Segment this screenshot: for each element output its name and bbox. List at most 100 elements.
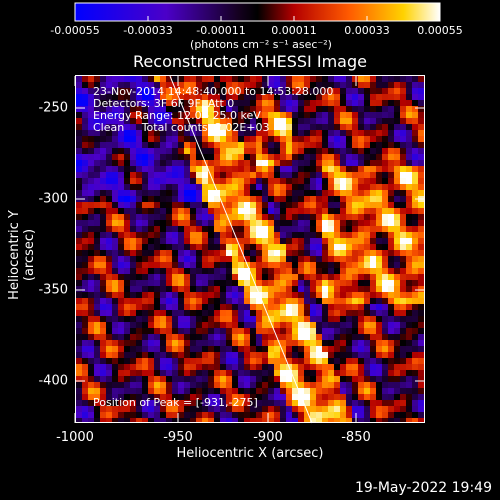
image-pixel [352, 226, 358, 232]
image-pixel [190, 274, 196, 280]
image-pixel [190, 340, 196, 346]
image-pixel [94, 94, 100, 100]
image-pixel [280, 334, 286, 340]
image-pixel [334, 274, 340, 280]
image-pixel [76, 406, 82, 412]
image-pixel [292, 250, 298, 256]
image-pixel [166, 274, 172, 280]
image-pixel [298, 328, 304, 334]
image-pixel [136, 388, 142, 394]
image-pixel [160, 280, 166, 286]
image-pixel [406, 124, 412, 130]
image-pixel [340, 292, 346, 298]
image-pixel [88, 280, 94, 286]
image-pixel [370, 334, 376, 340]
image-pixel [118, 166, 124, 172]
image-pixel [208, 220, 214, 226]
image-pixel [322, 340, 328, 346]
image-pixel [202, 346, 208, 352]
image-pixel [268, 148, 274, 154]
image-pixel [262, 220, 268, 226]
image-pixel [100, 184, 106, 190]
image-pixel [106, 292, 112, 298]
image-pixel [172, 172, 178, 178]
image-pixel [364, 106, 370, 112]
image-pixel [238, 412, 244, 418]
image-pixel [298, 172, 304, 178]
image-pixel [142, 376, 148, 382]
image-pixel [304, 280, 310, 286]
image-pixel [292, 340, 298, 346]
image-pixel [154, 148, 160, 154]
image-pixel [100, 370, 106, 376]
image-pixel [208, 406, 214, 412]
image-pixel [76, 190, 82, 196]
image-pixel [148, 178, 154, 184]
image-pixel [280, 304, 286, 310]
image-pixel [280, 184, 286, 190]
image-pixel [124, 346, 130, 352]
image-pixel [220, 412, 226, 418]
image-pixel [406, 76, 412, 82]
image-pixel [304, 310, 310, 316]
image-pixel [88, 262, 94, 268]
image-pixel [274, 166, 280, 172]
image-pixel [340, 328, 346, 334]
image-pixel [328, 376, 334, 382]
image-pixel [112, 298, 118, 304]
image-pixel [124, 382, 130, 388]
image-pixel [274, 112, 280, 118]
image-pixel [154, 226, 160, 232]
image-pixel [394, 184, 400, 190]
image-pixel [202, 190, 208, 196]
image-pixel [244, 154, 250, 160]
image-pixel [244, 178, 250, 184]
image-pixel [400, 394, 406, 400]
image-pixel [346, 370, 352, 376]
image-pixel [412, 184, 418, 190]
image-pixel [178, 370, 184, 376]
image-pixel [202, 136, 208, 142]
image-pixel [370, 358, 376, 364]
image-pixel [244, 166, 250, 172]
image-pixel [346, 286, 352, 292]
image-pixel [130, 232, 136, 238]
image-pixel [184, 190, 190, 196]
image-pixel [94, 256, 100, 262]
image-pixel [304, 316, 310, 322]
image-pixel [316, 226, 322, 232]
image-pixel [286, 394, 292, 400]
image-pixel [334, 178, 340, 184]
image-pixel [364, 388, 370, 394]
image-pixel [238, 394, 244, 400]
image-pixel [412, 82, 418, 88]
image-pixel [412, 370, 418, 376]
image-pixel [310, 364, 316, 370]
image-pixel [226, 232, 232, 238]
image-pixel [292, 220, 298, 226]
image-pixel [214, 202, 220, 208]
image-pixel [364, 268, 370, 274]
image-pixel [328, 262, 334, 268]
image-pixel [178, 304, 184, 310]
image-pixel [214, 256, 220, 262]
image-pixel [130, 142, 136, 148]
image-pixel [322, 106, 328, 112]
image-pixel [190, 112, 196, 118]
image-pixel [388, 166, 394, 172]
image-pixel [166, 298, 172, 304]
image-pixel [88, 352, 94, 358]
image-pixel [388, 148, 394, 154]
image-pixel [382, 220, 388, 226]
image-pixel [304, 328, 310, 334]
image-pixel [202, 82, 208, 88]
image-pixel [388, 88, 394, 94]
image-pixel [310, 412, 316, 418]
image-pixel [100, 286, 106, 292]
image-pixel [298, 268, 304, 274]
image-pixel [244, 196, 250, 202]
image-pixel [370, 418, 376, 422]
image-pixel [418, 76, 424, 82]
image-pixel [202, 172, 208, 178]
image-pixel [340, 112, 346, 118]
